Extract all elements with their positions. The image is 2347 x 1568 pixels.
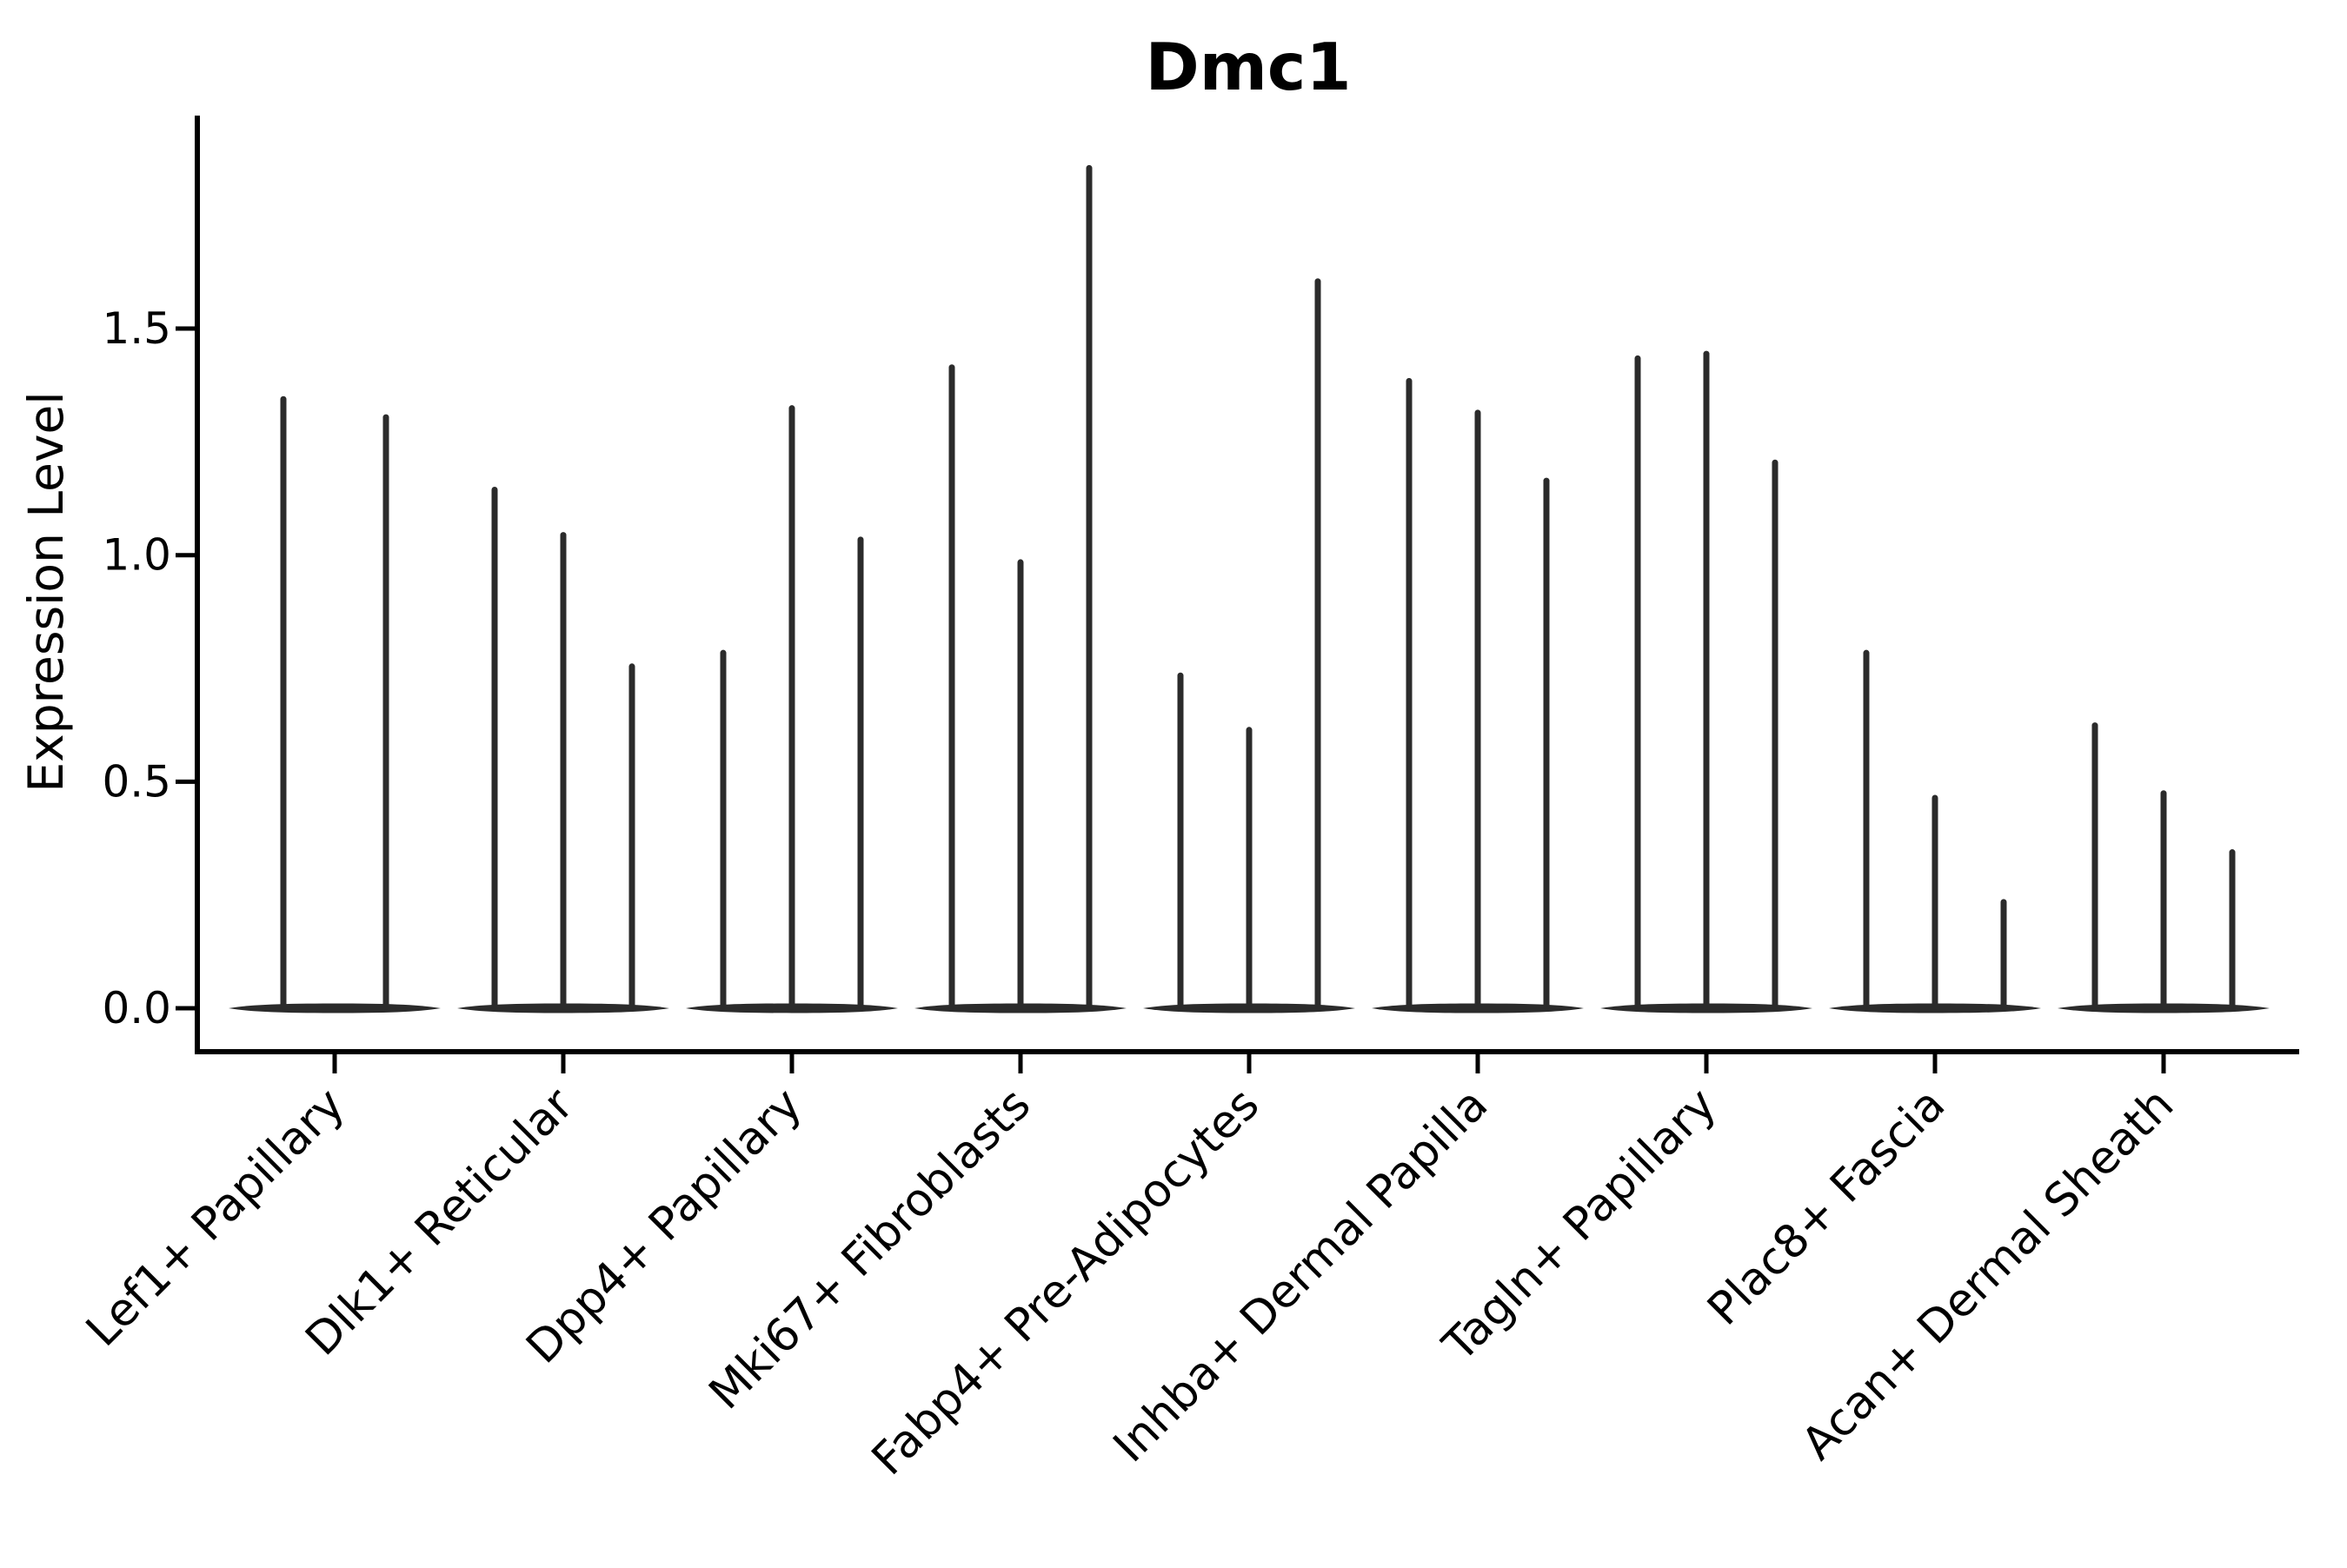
violin-group [2058,722,2270,1013]
y-tick-label: 0.0 [102,983,171,1033]
violin-group [229,395,441,1013]
axes [176,116,2299,1073]
y-tick-label: 1.0 [102,530,171,581]
y-tick-label: 1.5 [102,303,171,354]
violin-group [1829,649,2041,1013]
violin-group [686,405,898,1013]
violin-group [1372,377,1584,1013]
violin-group [457,487,669,1013]
violin-group [914,164,1127,1013]
x-tick-label: Acan+ Dermal Sheath [1792,1079,2184,1471]
violins [229,164,2270,1013]
violin-base [229,1003,441,1013]
x-tick-label: Fabp4+ Pre-Adipocytes [862,1079,1269,1485]
chart-title: Dmc1 [1145,29,1351,105]
y-tick-label: 0.5 [102,756,171,807]
x-tick-label: Inhba+ Dermal Papilla [1104,1079,1498,1472]
x-tick-label: Plac8+ Fascia [1698,1079,1955,1336]
violin-group [1600,350,1812,1013]
y-axis-label: Expression Level [18,391,74,792]
violin-group [1143,278,1355,1013]
